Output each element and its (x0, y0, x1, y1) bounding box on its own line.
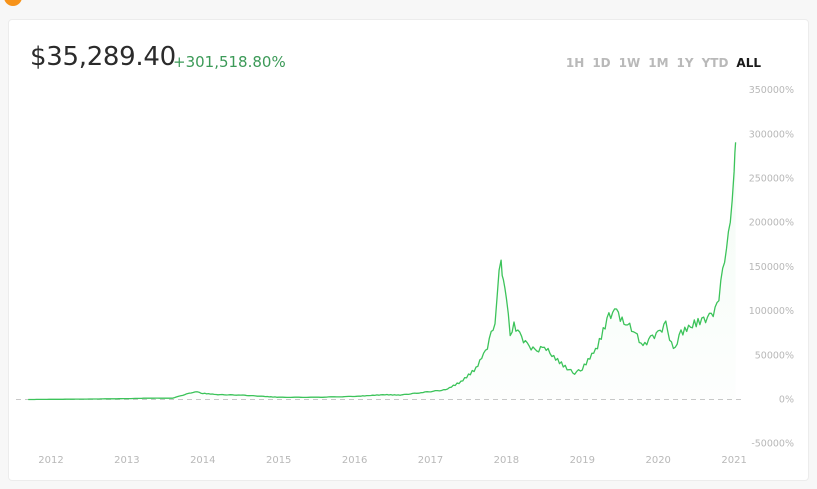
y-tick-label: 300000% (749, 129, 794, 140)
y-tick-label: 50000% (755, 350, 794, 361)
chart-area-fill (28, 142, 736, 400)
y-tick-label: 100000% (749, 306, 794, 317)
range-1y-button[interactable]: 1Y (676, 56, 694, 70)
range-1w-button[interactable]: 1W (618, 56, 641, 70)
x-tick-label: 2021 (721, 455, 746, 466)
x-tick-label: 2017 (418, 455, 443, 466)
range-all-button[interactable]: ALL (736, 56, 761, 70)
y-tick-label: 250000% (749, 174, 794, 185)
y-tick-label: 200000% (749, 218, 794, 229)
x-tick-label: 2020 (645, 455, 670, 466)
y-tick-label: -50000% (751, 439, 794, 450)
range-1h-button[interactable]: 1H (565, 56, 585, 70)
price-chart-card: $35,289.40 +301,518.80% 1H 1D 1W 1M 1Y Y… (8, 19, 809, 481)
y-axis: 350000% 300000% 250000% 200000% 150000% 10000… (749, 85, 794, 450)
range-ytd-button[interactable]: YTD (701, 56, 729, 70)
y-tick-label: 150000% (749, 262, 794, 273)
current-price: $35,289.40 (30, 42, 176, 72)
x-axis: 2012 2013 2014 2015 2016 2017 2018 2019 2020 2021 (38, 455, 747, 466)
x-tick-label: 2019 (570, 455, 595, 466)
y-tick-label: 0% (779, 395, 794, 406)
chart-line (28, 142, 737, 401)
x-tick-label: 2013 (114, 455, 139, 466)
percent-change: +301,518.80% (173, 53, 286, 71)
range-1d-button[interactable]: 1D (592, 56, 611, 70)
x-tick-label: 2012 (38, 455, 63, 466)
x-tick-label: 2015 (266, 455, 291, 466)
bitcoin-logo-icon (4, 0, 22, 6)
y-tick-label: 350000% (749, 85, 794, 96)
x-tick-label: 2016 (342, 455, 367, 466)
x-tick-label: 2018 (494, 455, 519, 466)
range-1m-button[interactable]: 1M (648, 56, 669, 70)
time-range-selector: 1H 1D 1W 1M 1Y YTD ALL (566, 56, 761, 70)
x-tick-label: 2014 (190, 455, 215, 466)
